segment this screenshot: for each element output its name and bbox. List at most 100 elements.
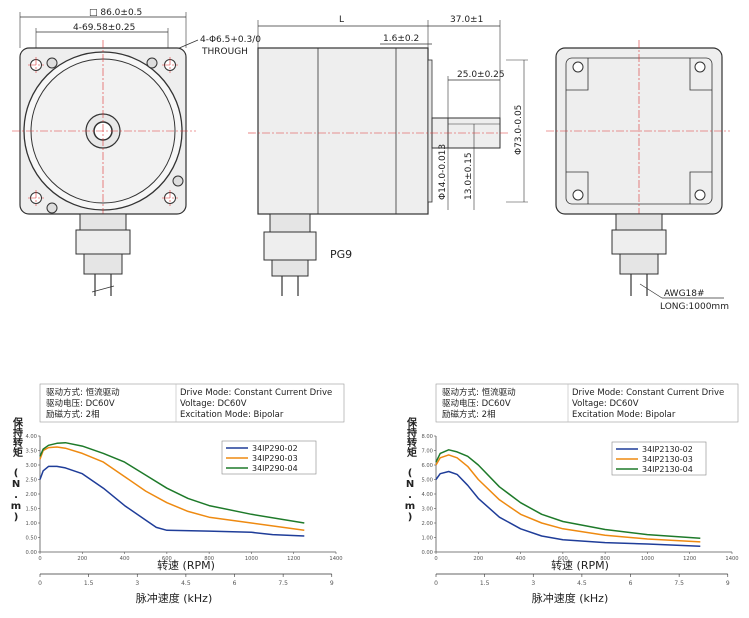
x2-tick-label: 0: [434, 580, 438, 587]
wire-gauge-label: AWG18#: [664, 289, 705, 299]
x-tick-label: 1000: [641, 556, 654, 562]
spec2-en-drive: Drive Mode: Constant Current Drive: [572, 388, 724, 398]
x-tick-label: 0: [434, 556, 437, 562]
wire-length-label: LONG:1000mm: [660, 302, 729, 312]
legend-label: 34IP2130-02: [642, 445, 693, 454]
x2-tick-label: 4.5: [577, 580, 587, 587]
key-length-label: 25.0±0.25: [457, 70, 505, 80]
y-tick-label: 7.00: [421, 448, 433, 454]
x-axis-label: 转速 (RPM): [157, 558, 215, 572]
y-tick-label: 4.00: [25, 434, 37, 440]
legend-label: 34IP2130-03: [642, 455, 693, 464]
x-tick-label: 1400: [725, 556, 738, 562]
x-tick-label: 600: [558, 556, 568, 562]
legend-label: 34IP290-04: [252, 464, 298, 473]
square-size-label: □ 86.0±0.5: [89, 8, 142, 18]
x-tick-label: 200: [473, 556, 483, 562]
shaft-dia-label: Φ14.0-0.013: [438, 144, 448, 200]
chart-2-plot: 0.00 1.00 2.00 3.00 4.00 5.00 6.00 7.00 8.00 0 200…: [405, 416, 739, 605]
y-tick-label: 0.00: [421, 550, 433, 556]
x-axis-label: 转速 (RPM): [551, 558, 609, 572]
flat-label: 13.0±0.15: [464, 152, 474, 200]
y-tick-label: 0.00: [25, 550, 37, 556]
x2-tick-label: 3: [135, 580, 139, 587]
spec2-cn-voltage: 驱动电压: DC60V: [442, 398, 511, 409]
x2-tick-label: 3: [531, 580, 535, 587]
chart-1: 驱动方式: 恒流驱动 驱动电压: DC60V 励磁方式: 2相 Drive Mo…: [11, 383, 345, 605]
hole-size-label: 4-Φ6.5+0.3/0: [200, 35, 261, 45]
x-tick-label: 200: [77, 556, 87, 562]
shaft-length-label: 37.0±1: [450, 15, 483, 25]
spec2-cn-excitation: 励磁方式: 2相: [442, 409, 495, 420]
series-line: [39, 441, 305, 524]
x-tick-label: 800: [204, 556, 214, 562]
x2-tick-label: 4.5: [181, 580, 191, 587]
series-line: [39, 465, 305, 537]
spec-cn-drive: 驱动方式: 恒流驱动: [46, 387, 120, 398]
spec-cn-excitation: 励磁方式: 2相: [46, 409, 99, 420]
series-line: [435, 470, 701, 547]
x2-tick-label: 0: [38, 580, 42, 587]
flange-label: 1.6±0.2: [383, 34, 419, 44]
x-tick-label: 1200: [287, 556, 300, 562]
series-line: [39, 446, 305, 532]
y-tick-label: 4.00: [421, 492, 433, 498]
y-tick-label: 2.50: [25, 477, 37, 483]
x2-axis-label: 脉冲速度 (kHz): [136, 591, 213, 605]
spec-en-excitation: Excitation Mode: Bipolar: [180, 410, 284, 420]
spec2-en-excitation: Excitation Mode: Bipolar: [572, 410, 676, 420]
y-tick-label: 1.00: [421, 535, 433, 541]
x-tick-label: 400: [516, 556, 526, 562]
spec-en-drive: Drive Mode: Constant Current Drive: [180, 388, 332, 398]
spec2-en-voltage: Voltage: DC60V: [572, 399, 639, 409]
y-tick-label: 1.50: [25, 506, 37, 512]
y-tick-label: 8.00: [421, 434, 433, 440]
legend-label: 34IP2130-04: [642, 465, 693, 474]
x2-tick-label: 1.5: [480, 580, 490, 587]
legend-label: 34IP290-03: [252, 454, 298, 463]
length-label: L: [339, 15, 344, 25]
spec-cn-voltage: 驱动电压: DC60V: [46, 398, 115, 409]
gland-label: PG9: [330, 248, 352, 261]
y-tick-label: 3.00: [421, 506, 433, 512]
y-tick-label: 3.00: [25, 463, 37, 469]
chart-1-plot: 0.000.501.001.502.002.503.003.504.000 200…: [11, 416, 343, 605]
pilot-dia-label: Φ73.0-0.05: [514, 105, 524, 155]
series-line: [435, 449, 701, 539]
x2-tick-label: 9: [330, 580, 334, 587]
hole-pitch-label: 4-69.58±0.25: [73, 23, 135, 33]
y-tick-label: 5.00: [421, 477, 433, 483]
front-view: [12, 12, 199, 296]
x2-tick-label: 6: [629, 580, 633, 587]
legend-label: 34IP290-02: [252, 444, 298, 453]
series-line: [435, 454, 701, 543]
x2-tick-label: 6: [233, 580, 237, 587]
y-tick-label: 6.00: [421, 463, 433, 469]
x-tick-label: 1000: [245, 556, 258, 562]
x-tick-label: 1200: [683, 556, 696, 562]
x2-tick-label: 1.5: [84, 580, 94, 587]
x-tick-label: 600: [162, 556, 172, 562]
y-axis-label: 保持转矩 (N.m): [405, 416, 418, 523]
chart-2: 驱动方式: 恒流驱动 驱动电压: DC60V 励磁方式: 2相 Drive Mo…: [405, 383, 739, 605]
y-tick-label: 1.00: [25, 521, 37, 527]
x-tick-label: 800: [600, 556, 610, 562]
x-tick-label: 1400: [329, 556, 342, 562]
x2-tick-label: 9: [726, 580, 730, 587]
x2-axis-label: 脉冲速度 (kHz): [532, 591, 609, 605]
y-tick-label: 2.00: [421, 521, 433, 527]
side-view: [248, 20, 528, 296]
y-tick-label: 0.50: [25, 535, 37, 541]
x-tick-label: 400: [120, 556, 130, 562]
through-label: THROUGH: [201, 47, 248, 57]
spec-en-voltage: Voltage: DC60V: [180, 399, 247, 409]
rear-view: [546, 40, 730, 299]
spec2-cn-drive: 驱动方式: 恒流驱动: [442, 387, 516, 398]
y-tick-label: 3.50: [25, 448, 37, 454]
x2-tick-label: 7.5: [674, 580, 684, 587]
x2-tick-label: 7.5: [278, 580, 288, 587]
x-tick-label: 0: [38, 556, 41, 562]
